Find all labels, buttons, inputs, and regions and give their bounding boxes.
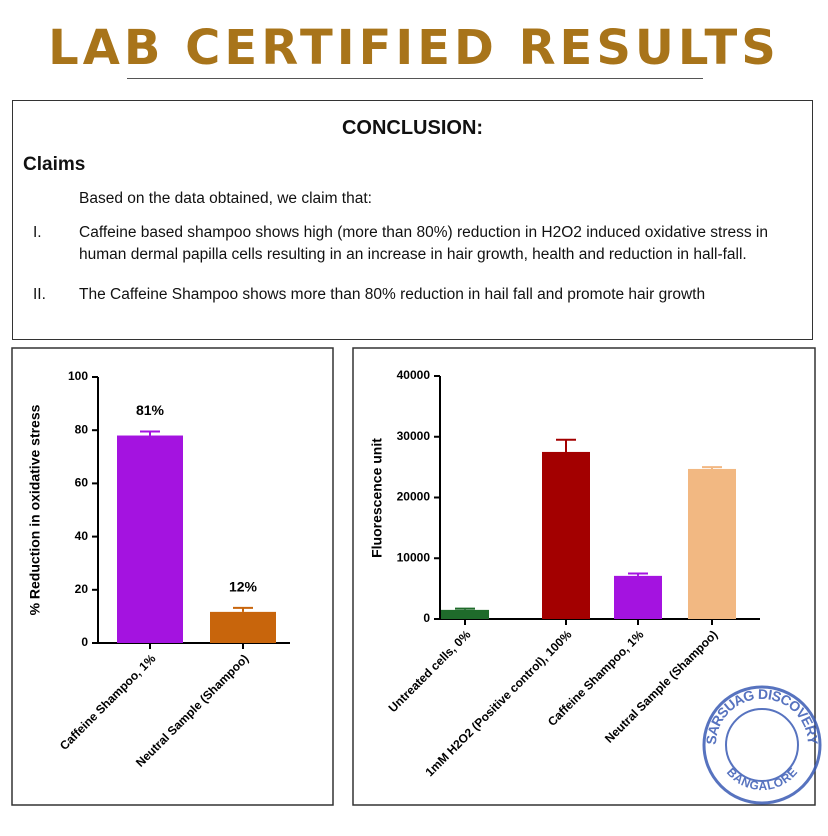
x-tick-label: Untreated cells, 0% <box>386 627 474 715</box>
y-tick-label: 60 <box>75 476 89 490</box>
claim-numeral: II. <box>33 286 46 303</box>
y-tick-label: 10000 <box>397 550 431 564</box>
conclusion-box: CONCLUSION: Claims Based on the data obt… <box>12 100 813 340</box>
claims-heading: Claims <box>23 154 86 175</box>
error-bar <box>140 430 160 436</box>
bar <box>614 575 662 619</box>
y-tick-label: 30000 <box>397 429 431 443</box>
y-tick-label: 20000 <box>397 490 431 504</box>
stamp-text: SARSUAG DISCOVERY <box>703 686 822 746</box>
x-tick-label: Caffeine Shampoo, 1% <box>57 651 159 753</box>
error-bar <box>233 606 253 612</box>
bar <box>117 435 183 643</box>
y-tick-label: 0 <box>81 635 88 649</box>
y-tick-label: 20 <box>75 582 89 596</box>
y-axis-label: Fluorescence unit <box>369 438 385 558</box>
bar <box>210 611 276 643</box>
stamp: SARSUAG DISCOVERY BANGALORE <box>702 685 822 805</box>
y-tick-label: 40000 <box>397 368 431 382</box>
error-bar <box>556 438 576 452</box>
claim: II. The Caffeine Shampoo shows more than … <box>33 284 792 306</box>
claims-intro: Based on the data obtained, we claim tha… <box>79 190 372 207</box>
stamp-ring <box>725 708 799 782</box>
y-tick-label: 40 <box>75 529 89 543</box>
annotation: 81% <box>136 402 165 418</box>
error-bar <box>455 607 475 610</box>
bar <box>542 451 590 619</box>
error-bar <box>702 466 722 469</box>
claim-numeral: I. <box>33 224 42 241</box>
error-bar <box>628 572 648 576</box>
chart-frame <box>11 347 334 806</box>
annotation: 12% <box>229 579 258 595</box>
claim: I. Caffeine based shampoo shows high (mor… <box>33 222 792 266</box>
page-title: LAB CERTIFIED RESULTS <box>48 20 780 76</box>
y-tick-label: 80 <box>75 422 89 436</box>
stamp-ring <box>702 685 822 805</box>
bar <box>441 609 489 619</box>
chart-frame <box>352 347 816 806</box>
y-tick-label: 100 <box>68 369 88 383</box>
stamp-bottom: BANGALORE <box>724 765 800 793</box>
x-tick-label: Neutral Sample (Shampoo) <box>133 651 251 769</box>
stamp-text: BANGALORE <box>724 765 800 793</box>
y-axis-label: % Reduction in oxidative stress <box>27 404 43 615</box>
y-tick-label: 0 <box>423 611 430 625</box>
claim-text: The Caffeine Shampoo shows more than 80%… <box>79 286 706 303</box>
title-rule <box>127 78 703 79</box>
stamp-top: SARSUAG DISCOVERY <box>703 686 822 746</box>
conclusion-heading: CONCLUSION: <box>341 117 484 139</box>
claim-text: Caffeine based shampoo shows high (more … <box>79 224 768 263</box>
bar <box>688 468 736 619</box>
